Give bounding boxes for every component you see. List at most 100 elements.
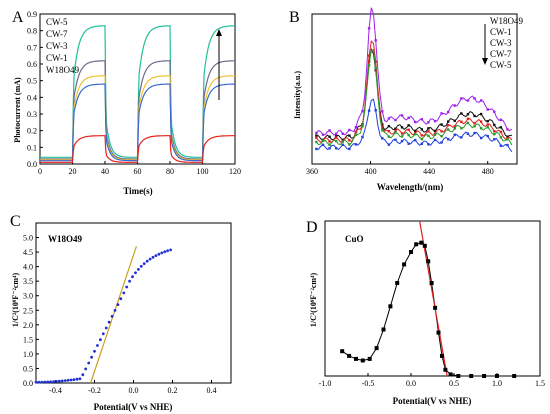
panel-b-point-CW-5 <box>387 143 391 146</box>
panel-b-point-CW-7 <box>400 135 404 138</box>
panel-c-point <box>37 380 41 384</box>
panel-b-point-W18O49 <box>506 128 509 131</box>
panel-b-point-CW-1 <box>506 135 509 138</box>
panel-b-point-CW-3 <box>367 54 371 57</box>
panel-a-legend: CW-5 CW-7 CW-3 CW-1 W18O49 <box>46 17 79 75</box>
panel-c-annotation: W18O49 <box>48 234 83 244</box>
panel-b-point-W18O49 <box>315 131 318 135</box>
panel-b-point-CW-7 <box>381 129 384 132</box>
panel-b-frame <box>311 13 518 165</box>
panel-b-point-CW-3 <box>440 130 443 133</box>
panel-b-point-CW-3 <box>420 134 424 137</box>
panel-c-point <box>139 264 143 268</box>
panel-b-series-line-CW-3 <box>316 40 513 144</box>
panel-a-ytick-label: 0.0 <box>27 160 37 169</box>
panel-c-point <box>137 268 140 271</box>
panel-b-point-CW-5 <box>479 136 483 140</box>
panel-b-point-CW-7 <box>414 132 417 136</box>
panel-b-point-CW-7 <box>440 135 443 138</box>
panel-b-letter: B <box>289 9 300 26</box>
panel-c-point <box>90 355 93 359</box>
panel-d-point <box>495 374 499 378</box>
panel-c-ytick-label: 1.0 <box>23 350 33 359</box>
panel-b-point-CW-5 <box>374 109 377 112</box>
panel-b-xlabel: Wavelength/(nm) <box>377 182 444 192</box>
panel-b-point-W18O49 <box>374 39 377 42</box>
panel-a-arrowhead <box>216 29 222 36</box>
panel-b-point-CW-5 <box>466 132 470 135</box>
panel-b-point-W18O49 <box>354 126 358 129</box>
panel-b-point-CW-5 <box>433 138 437 142</box>
panel-b-series-line-CW-1 <box>316 47 512 141</box>
panel-b-point-CW-1 <box>473 114 476 118</box>
panel-c-ticks: -0.4 -0.2 0.0 0.2 0.4 0.0 0.5 1.0 1.5 2.0 2.5 3.0 3.… <box>23 234 217 395</box>
panel-a-ytick-label: 0.7 <box>27 43 37 52</box>
panel-b-point-CW-1 <box>394 127 397 130</box>
panel-b-point-CW-5 <box>486 134 489 138</box>
panel-c-point <box>46 380 50 384</box>
panel-c-point <box>101 332 105 336</box>
panel-c-ytick-label: 0.0 <box>23 379 33 388</box>
panel-d-point <box>388 304 393 309</box>
panel-c-letter: C <box>10 213 21 230</box>
panel-a-legend-entry: W18O49 <box>46 65 79 75</box>
panel-b-point-CW-1 <box>499 126 503 129</box>
panel-a-ytick-label: 0.6 <box>27 60 37 69</box>
panel-b-point-CW-3 <box>453 125 456 128</box>
panel-c-frame <box>35 222 232 384</box>
panel-b-point-CW-5 <box>394 138 397 141</box>
panel-d-point <box>360 358 365 363</box>
panel-b-point-CW-5 <box>506 143 509 147</box>
panel-c-xtick-label: -0.2 <box>88 386 101 395</box>
panel-a-xlabel: Time(s) <box>123 186 152 196</box>
panel-c-point <box>163 250 167 254</box>
panel-c-xtick-label: 0.2 <box>168 386 178 395</box>
panel-b-legend-entry: CW-7 <box>490 49 512 59</box>
panel-b-point-CW-3 <box>387 130 391 133</box>
panel-b-point-CW-1 <box>493 123 496 127</box>
panel-b-point-CW-1 <box>486 119 489 123</box>
panel-d-point <box>456 374 461 378</box>
panel-b-point-CW-3 <box>315 136 318 139</box>
panel-b-point-CW-7 <box>466 121 470 125</box>
panel-d-xtick-label: -1.0 <box>319 379 332 388</box>
panel-a-xtick-label: 20 <box>69 167 77 176</box>
panel-a-xtick-label: 60 <box>134 167 142 176</box>
panel-a-legend-entry: CW-3 <box>46 41 68 51</box>
panel-c-point <box>116 303 120 306</box>
panel-c-point <box>49 380 52 384</box>
panel-b: B Intensity(a.u.) 360 400 440 480 W18O49CW-… <box>289 7 523 192</box>
panel-d-ylabel: 1/C²(10⁹F⁻²cm⁴) <box>309 273 318 328</box>
panel-b-point-CW-3 <box>334 136 338 139</box>
panel-c-ytick-label: 0.5 <box>23 364 33 373</box>
panel-d-point <box>426 259 431 264</box>
panel-a-xtick-label: 0 <box>38 167 42 176</box>
panel-b-point-CW-1 <box>341 138 344 142</box>
panel-c-point <box>78 377 82 381</box>
panel-d-point <box>354 356 358 361</box>
panel-b-point-W18O49 <box>440 112 443 115</box>
panel-b-point-W18O49 <box>420 118 424 121</box>
panel-b-point-W18O49 <box>460 97 463 100</box>
panel-b-point-W18O49 <box>348 128 351 132</box>
panel-b-point-CW-5 <box>460 136 463 139</box>
panel-b-point-CW-7 <box>367 64 371 67</box>
panel-b-point-CW-3 <box>460 120 463 124</box>
panel-b-point-CW-7 <box>315 140 318 144</box>
panel-b-point-CW-1 <box>446 120 450 123</box>
panel-b-legend-entry: CW-1 <box>490 27 512 37</box>
panel-c-point <box>96 344 99 347</box>
panel-b-point-W18O49 <box>493 110 496 113</box>
panel-c-point <box>113 309 117 312</box>
panel-b-point-CW-3 <box>493 130 496 133</box>
panel-c-ytick-label: 4.5 <box>23 248 33 257</box>
panel-d-xtick-label: -0.5 <box>362 379 375 388</box>
panel-b-series <box>315 7 513 153</box>
panel-b-point-W18O49 <box>341 132 344 135</box>
panel-c-point <box>66 378 70 382</box>
panel-d-point <box>374 346 379 351</box>
panel-b-point-CW-5 <box>328 147 331 150</box>
panel-a-series-line-W18O49 <box>40 135 235 163</box>
panel-b-point-CW-5 <box>440 141 443 144</box>
panel-b-point-CW-1 <box>427 127 430 130</box>
